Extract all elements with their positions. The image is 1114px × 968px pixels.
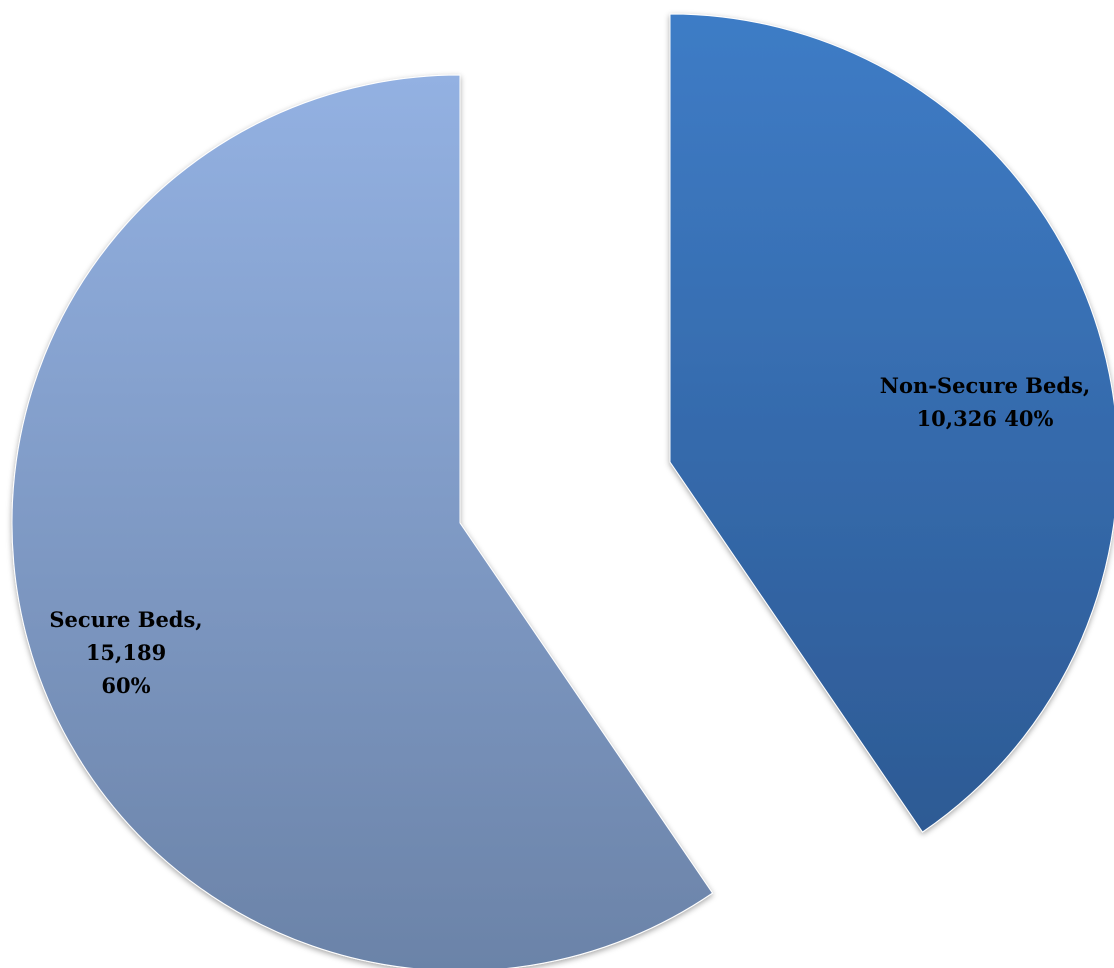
slice-label-line: Non-Secure Beds,: [880, 373, 1090, 398]
slice-label-line: 10,326 40%: [917, 406, 1054, 431]
pie-slice-secure-beds: [11, 74, 714, 968]
slice-label-line: 60%: [101, 673, 150, 698]
slice-label-non-secure-beds: Non-Secure Beds, 10,326 40%: [880, 373, 1090, 431]
slice-label-secure-beds: Secure Beds, 15,189 60%: [49, 607, 202, 698]
slice-label-line: 15,189: [86, 640, 166, 665]
pie-slice-non-secure-beds: [669, 13, 1114, 833]
slice-label-line: Secure Beds,: [49, 607, 202, 632]
